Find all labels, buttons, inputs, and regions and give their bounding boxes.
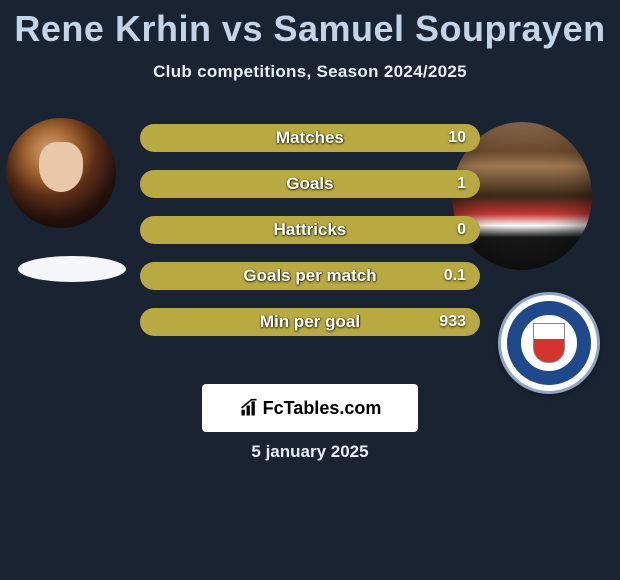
stat-value: 0 bbox=[457, 221, 466, 239]
stat-value: 1 bbox=[457, 175, 466, 193]
stat-bars: Matches 10 Goals 1 Hattricks 0 Goals per… bbox=[140, 124, 480, 354]
stat-label: Goals per match bbox=[243, 266, 376, 286]
player-left-avatar bbox=[6, 118, 116, 228]
comparison-panel: Matches 10 Goals 1 Hattricks 0 Goals per… bbox=[0, 118, 620, 398]
stat-label: Goals bbox=[286, 174, 333, 194]
attribution-badge: FcTables.com bbox=[202, 384, 418, 432]
stat-row: Matches 10 bbox=[140, 124, 480, 152]
stat-value: 933 bbox=[439, 313, 466, 331]
stat-label: Matches bbox=[276, 128, 344, 148]
stat-value: 0.1 bbox=[444, 267, 466, 285]
player-left-shadow bbox=[18, 256, 126, 282]
stat-row: Hattricks 0 bbox=[140, 216, 480, 244]
chart-icon bbox=[239, 398, 259, 418]
stat-row: Min per goal 933 bbox=[140, 308, 480, 336]
page-title: Rene Krhin vs Samuel Souprayen bbox=[0, 0, 620, 50]
stat-row: Goals 1 bbox=[140, 170, 480, 198]
page-subtitle: Club competitions, Season 2024/2025 bbox=[0, 62, 620, 82]
stat-label: Min per goal bbox=[260, 312, 360, 332]
stat-label: Hattricks bbox=[274, 220, 347, 240]
date-text: 5 january 2025 bbox=[0, 442, 620, 462]
player-right-club-badge bbox=[498, 292, 600, 394]
stat-value: 10 bbox=[448, 129, 466, 147]
stat-row: Goals per match 0.1 bbox=[140, 262, 480, 290]
attribution-text: FcTables.com bbox=[263, 398, 382, 419]
